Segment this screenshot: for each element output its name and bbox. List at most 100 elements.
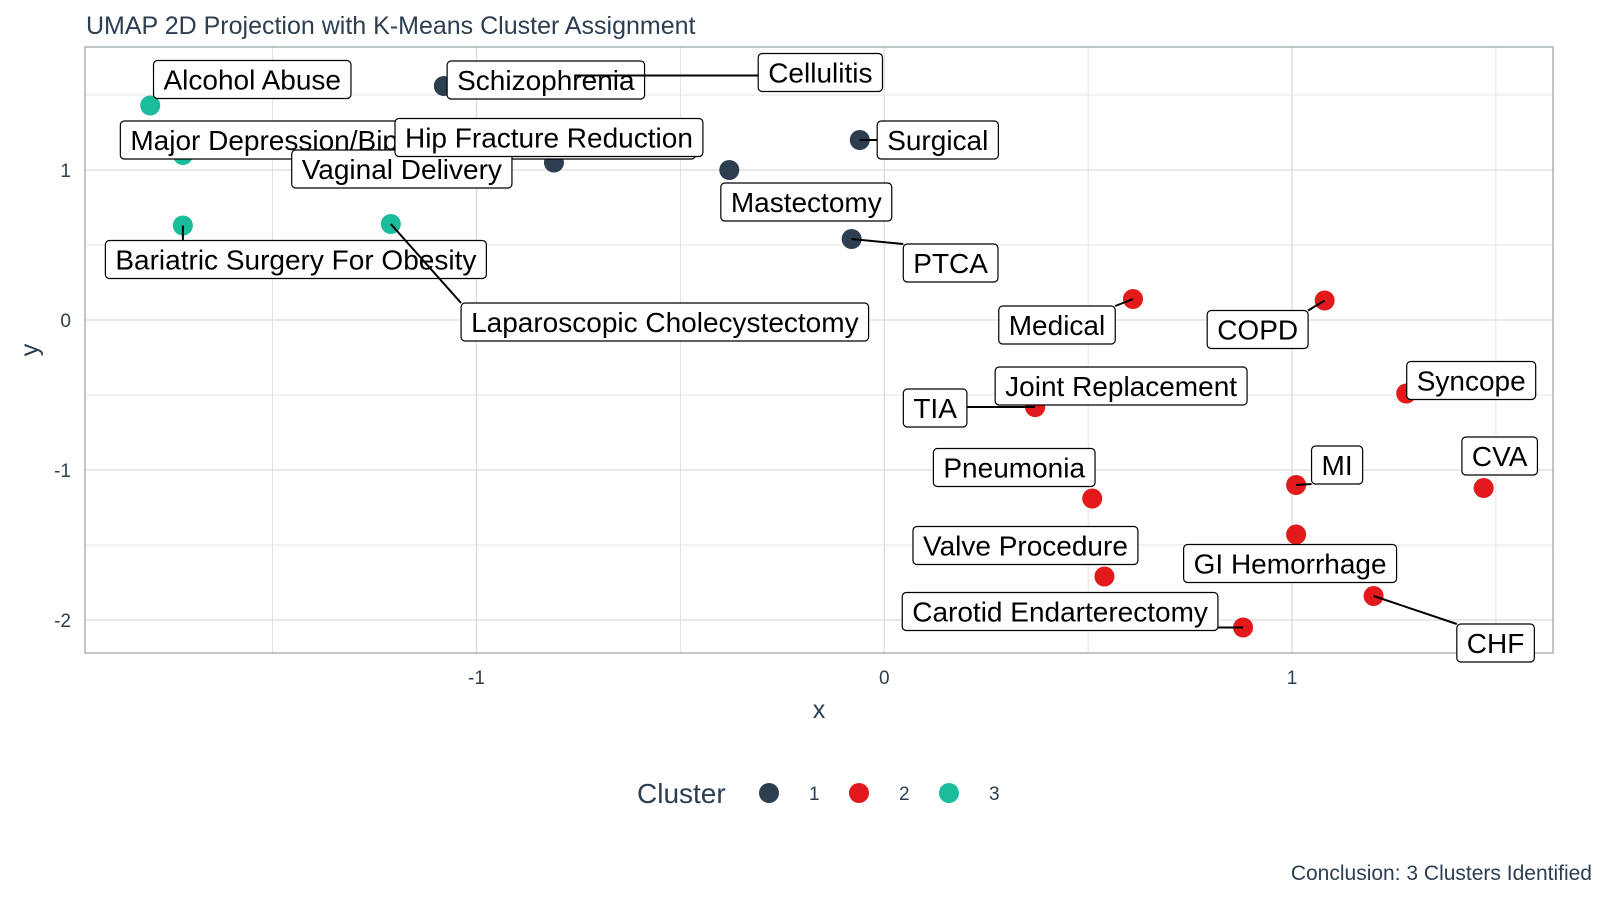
legend-key [759, 783, 779, 803]
label-leader-line [1373, 595, 1458, 625]
label-leader-line [390, 223, 462, 304]
label-box [1206, 309, 1309, 350]
label-box [394, 117, 704, 158]
point-label: TIA [902, 388, 1036, 428]
label-leader-line [851, 238, 904, 245]
y-tick-label: -1 [54, 461, 71, 482]
data-point [1082, 488, 1103, 509]
point-label: MI [1296, 445, 1364, 486]
legend-label: 1 [809, 784, 820, 805]
label-text: Cellulitis [768, 58, 872, 89]
label-leader-line [1296, 483, 1312, 486]
label-text: Alcohol Abuse [164, 65, 341, 96]
point-label: Syncope [1406, 360, 1537, 401]
label-box [876, 120, 999, 160]
label-text: TIA [913, 393, 957, 424]
point-label: COPD [1206, 299, 1326, 350]
point-label: Alcohol Abuse [152, 59, 352, 100]
tick-labels: -1 0 1 -2 -1 0 1 [54, 161, 1297, 689]
point-label: Pneumonia [932, 447, 1096, 488]
data-point [140, 95, 161, 116]
plot-panel-border [84, 46, 1554, 654]
label-text: Valve Procedure [923, 531, 1128, 562]
label-box [994, 366, 1248, 406]
point-label: PTCA [851, 238, 999, 283]
label-text: MI [1322, 450, 1353, 481]
y-axis-title: y [16, 343, 44, 356]
label-box [998, 305, 1116, 345]
label-box [720, 182, 893, 222]
point-label: Hip Fracture Reduction [394, 117, 704, 158]
label-text: Vaginal Delivery [302, 154, 502, 185]
label-text: Hip Fracture Reduction [405, 123, 693, 154]
label-box [1456, 623, 1535, 663]
legend-label: 3 [989, 784, 1000, 805]
label-text: Joint Replacement [1005, 371, 1237, 402]
label-leader-line [1114, 298, 1134, 307]
data-point [1094, 566, 1115, 587]
point-label: Surgical [859, 120, 999, 160]
point-label: CVA [1461, 436, 1539, 476]
label-text: Schizophrenia [457, 65, 635, 96]
label-box [1406, 360, 1537, 401]
y-tick-label: 0 [60, 311, 71, 332]
label-box [901, 591, 1219, 632]
label-box [460, 302, 870, 342]
point-label: Schizophrenia [446, 60, 646, 100]
data-point [1473, 478, 1494, 498]
point-label: Mastectomy [720, 182, 893, 222]
legend-title: Cluster [637, 778, 726, 809]
point-label: Medical [998, 298, 1134, 345]
label-box [1183, 543, 1398, 584]
legend: Cluster 1 2 3 [637, 778, 1000, 809]
label-box [446, 60, 646, 100]
label-box [912, 525, 1139, 566]
data-point [1286, 524, 1307, 545]
y-tick-label: -2 [54, 611, 71, 632]
point-label: Bariatric Surgery For Obesity [104, 225, 487, 280]
label-text: Surgical [887, 125, 988, 156]
label-text: GI Hemorrhage [1194, 549, 1387, 580]
label-text: Bariatric Surgery For Obesity [115, 245, 476, 276]
label-text: CHF [1467, 628, 1525, 659]
data-point [719, 160, 740, 180]
point-label: Joint Replacement [994, 366, 1248, 406]
label-box [757, 52, 884, 93]
label-text: CVA [1472, 441, 1528, 472]
point-label: Valve Procedure [912, 525, 1139, 566]
label-box [152, 59, 352, 100]
chart-caption: Conclusion: 3 Clusters Identified [1290, 862, 1592, 885]
label-text: Medical [1009, 310, 1105, 341]
point-label: GI Hemorrhage [1183, 543, 1398, 584]
chart-title: UMAP 2D Projection with K-Means Cluster … [86, 12, 696, 40]
legend-key [939, 783, 959, 803]
legend-key [849, 783, 869, 803]
label-box [1310, 445, 1364, 485]
label-box [1461, 436, 1539, 476]
label-text: PTCA [913, 248, 988, 279]
label-box [104, 239, 487, 280]
label-box [902, 388, 968, 428]
legend-label: 2 [899, 784, 910, 805]
label-box [932, 447, 1096, 488]
label-text: Mastectomy [731, 187, 882, 218]
label-text: Syncope [1417, 366, 1526, 397]
x-tick-label: 0 [879, 668, 890, 689]
point-label: Vaginal Delivery [291, 149, 513, 189]
label-text: Pneumonia [943, 453, 1085, 484]
point-label: Carotid Endarterectomy [901, 591, 1244, 632]
point-label: Laparoscopic Cholecystectomy [390, 223, 870, 342]
label-text: COPD [1217, 315, 1298, 346]
label-text: Carotid Endarterectomy [912, 597, 1208, 628]
x-tick-label: 1 [1287, 668, 1298, 689]
point-label: Cellulitis [574, 52, 884, 93]
x-tick-label: -1 [468, 668, 485, 689]
y-tick-label: 1 [60, 161, 71, 182]
label-box [902, 243, 999, 283]
x-axis-title: x [813, 696, 826, 724]
label-leader-line [1307, 299, 1326, 312]
point-label: CHF [1373, 595, 1535, 663]
label-text: Laparoscopic Cholecystectomy [471, 307, 859, 338]
